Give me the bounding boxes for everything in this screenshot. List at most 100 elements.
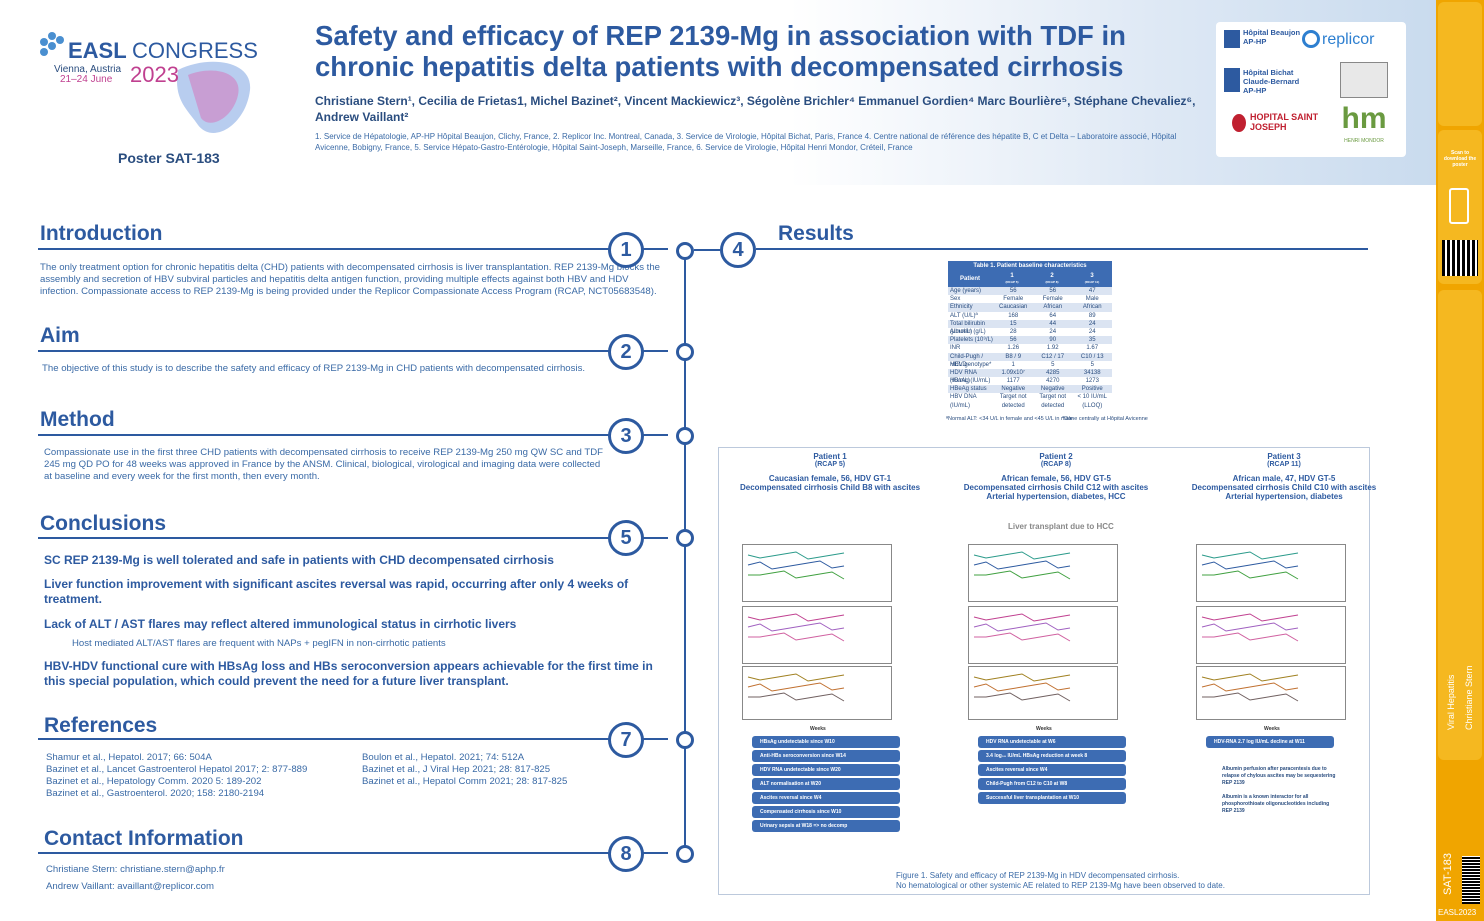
table-cell: HDV RNA (IU/mL) [950, 369, 977, 385]
method-heading: Method [40, 408, 115, 431]
viremia-plot [1196, 544, 1346, 602]
beaujon-logo: Hôpital Beaujon AP-HP [1243, 28, 1301, 46]
conclusions-rule [38, 537, 668, 539]
table-cell: Platelets (10⁹/L) [950, 337, 993, 344]
reference-item: Boulon et al., Hepatol. 2021; 74: 512A [362, 752, 525, 763]
bilirubin-plot [968, 666, 1118, 720]
patient-title: Patient 1 [813, 452, 847, 461]
patient-rcap: (RCAP 5) [814, 461, 846, 468]
table-cell: 90 [1049, 337, 1057, 344]
patient-desc: Decompensated cirrhosis Child C12 with a… [963, 483, 1149, 492]
table-header: 1 (RCAP 5) [1005, 273, 1019, 284]
patient-rcap: (RCAP 11) [1267, 461, 1301, 468]
timeline-link [694, 249, 720, 251]
enzyme-plot [742, 606, 892, 664]
patient-column-2: Patient 2 (RCAP 8) African female, 56, HDV… [956, 452, 1156, 501]
table-row: Sex Female Female Male [948, 295, 1112, 304]
figure-caption: Figure 1. Safety and efficacy of REP 213… [896, 871, 1180, 880]
table-header: 3 (RCAP 11) [1084, 273, 1100, 284]
table-cell: 35 [1088, 337, 1096, 344]
x-axis-label: Weeks [810, 726, 826, 732]
easl-name: EASL [68, 38, 127, 63]
contact-email-vaillant[interactable]: Andrew Vaillant: availlant@replicor.com [46, 881, 214, 892]
table-title: Table 1. Patient baseline characteristic… [948, 261, 1112, 271]
table-cell: 1.92 [1046, 345, 1059, 352]
table-cell: C10 / 13 [1080, 353, 1104, 360]
table-row: Child-Pugh / MELD B8 / 9 C12 / 17 C10 / 13 [948, 352, 1112, 368]
mondor-building-icon [1340, 62, 1388, 98]
patient-desc: Decompensated cirrhosis Child B8 with as… [739, 483, 921, 492]
table-cell: 5 [1090, 361, 1094, 368]
table-cell: Caucasian [999, 304, 1028, 311]
easl-congress: CONGRESS [132, 38, 258, 63]
table-header: 2 (RCAP 8) [1045, 273, 1059, 284]
contact-heading: Contact Information [44, 827, 244, 850]
x-axis-label: Weeks [1036, 726, 1052, 732]
sidebar-author: Christiane Stern [1464, 665, 1474, 730]
baseline-table: Table 1. Patient baseline characteristic… [948, 261, 1112, 409]
finding-box: ALT normalisation at W20 [752, 778, 900, 790]
affiliations: 1. Service de Hépatologie, AP-HP Hôpital… [315, 132, 1177, 152]
table-cell: 24 [1049, 328, 1057, 335]
intro-heading: Introduction [40, 222, 163, 245]
partner-logos: Hôpital Beaujon AP-HP replicor Hôpital B… [1216, 22, 1406, 157]
sidebar: Scan to download the poster Viral Hepati… [1436, 0, 1484, 921]
sidebar-event: EASL2023 [1438, 908, 1477, 917]
table-cell: ALT (U/L)ª [950, 312, 978, 319]
beaujon-logo-icon [1224, 30, 1240, 48]
conclusion-subitem: Host mediated ALT/AST flares are frequen… [72, 638, 446, 649]
table-cell: 47 [1088, 288, 1096, 294]
finding-box: HDV-RNA 2.7 log IU/mL decline at W11 [1206, 736, 1334, 748]
references-col1: Shamur et al., Hepatol. 2017; 66: 504A B… [46, 752, 366, 800]
finding-bullet: Albumin is a known interactor for all ph… [1222, 794, 1330, 814]
sidebar-topic: Viral Hepatitis [1446, 674, 1456, 730]
table-cell: Male [1085, 296, 1099, 303]
conclusion-2: Liver function improvement with signific… [44, 577, 629, 606]
finding-box: Successful liver transplantation at W10 [978, 792, 1126, 804]
section-number-5: 5 [608, 520, 644, 556]
x-axis-label: Weeks [1264, 726, 1280, 732]
table-cell: Age (years) [950, 288, 982, 294]
timeline-node [676, 242, 694, 260]
table-row: HBeAg status Negative Negative Positive [948, 385, 1112, 394]
finding-box: HDV RNA undetectable at W6 [978, 736, 1126, 748]
table-cell: 56 [1009, 288, 1017, 294]
table-cell: 1.26 [1007, 345, 1020, 352]
table-cell: 4285 [1046, 369, 1060, 376]
timeline-node [676, 731, 694, 749]
reference-item: Bazinet et al., Hepatology Comm. 2020 5:… [46, 776, 262, 787]
table-cell: 24 [1088, 328, 1096, 335]
bilirubin-plot [1196, 666, 1346, 720]
results-heading: Results [778, 222, 854, 245]
table-cell: 56 [1009, 337, 1017, 344]
table-cell: Negative [1040, 386, 1065, 393]
poster-code: Poster SAT-183 [118, 150, 220, 166]
sidebar-qr-block: Scan to download the poster [1438, 130, 1482, 284]
table-cell: INR [950, 345, 961, 352]
patient-desc: Arterial hypertension, diabetes [1225, 492, 1343, 501]
aim-text: The objective of this study is to descri… [42, 363, 586, 374]
reference-item: Bazinet et al., Gastroenterol. 2020; 158… [46, 788, 265, 799]
table-row: ALT (U/L)ª 168 64 89 [948, 311, 1112, 320]
finding-box: Anti-HBs seroconversion since W14 [752, 750, 900, 762]
contact-email-stern[interactable]: Christiane Stern: christiane.stern@aphp.… [46, 864, 225, 875]
reference-item: Bazinet et al., Lancet Gastroenterol Hep… [46, 764, 308, 775]
sidebar-logo-block [1438, 2, 1482, 126]
finding-box: Ascites reversal since W4 [752, 792, 900, 804]
table-cell: Albumin (g/L) [950, 328, 986, 335]
table-cell: HBsAg (IU/mL) [950, 378, 991, 385]
section-number-1: 1 [608, 232, 644, 268]
table-cell: Positive [1081, 386, 1103, 393]
timeline-node [676, 845, 694, 863]
table-cell: 56 [1049, 288, 1057, 294]
table-cell: Total bilirubin (µmol/L) [950, 320, 986, 335]
viremia-plot [968, 544, 1118, 602]
intro-text: The only treatment option for chronic he… [40, 262, 660, 297]
replicor-logo: replicor [1322, 31, 1375, 48]
timeline-node [676, 427, 694, 445]
table-cell: 1.09x10⁷ [1001, 369, 1025, 376]
reference-item: Bazinet et al., Hepatol Comm 2021; 28: 8… [362, 776, 568, 787]
table-row: Total bilirubin (µmol/L) 15 44 24 [948, 319, 1112, 335]
qr-code-icon[interactable] [1442, 240, 1478, 276]
patient-column-1: Patient 1 (RCAP 5) Caucasian female, 56, H… [730, 452, 930, 492]
